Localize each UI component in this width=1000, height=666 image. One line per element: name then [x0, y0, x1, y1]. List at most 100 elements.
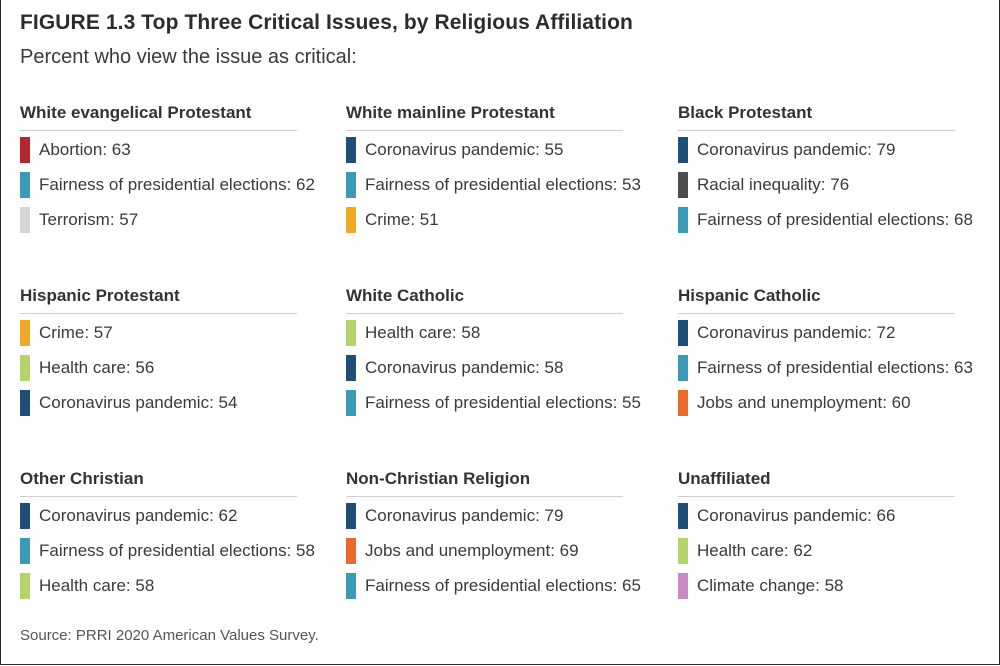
issue-label: Health care: 58: [39, 576, 155, 595]
source-note: Source: PRRI 2020 American Values Survey…: [20, 627, 319, 644]
issue-label: Racial inequality: 76: [697, 175, 850, 194]
issue-color-swatch: [346, 207, 356, 233]
issue-item: Abortion: 63: [20, 137, 131, 163]
issue-label: Coronavirus pandemic: 79: [697, 140, 896, 159]
issue-item: Coronavirus pandemic: 55: [346, 137, 563, 163]
group-divider: [20, 130, 297, 131]
issue-label: Coronavirus pandemic: 55: [365, 140, 564, 159]
issue-item: Racial inequality: 76: [678, 172, 849, 198]
issue-color-swatch: [678, 503, 688, 529]
issue-label: Coronavirus pandemic: 79: [365, 506, 564, 525]
issue-item: Jobs and unemployment: 69: [346, 538, 579, 564]
issue-color-swatch: [346, 503, 356, 529]
issue-item: Coronavirus pandemic: 72: [678, 320, 895, 346]
issue-color-swatch: [678, 390, 688, 416]
issue-color-swatch: [678, 137, 688, 163]
issue-item: Jobs and unemployment: 60: [678, 390, 911, 416]
issue-label: Abortion: 63: [39, 140, 131, 159]
issue-item: Fairness of presidential elections: 53: [346, 172, 641, 198]
issue-item: Terrorism: 57: [20, 207, 138, 233]
issue-label: Coronavirus pandemic: 66: [697, 506, 896, 525]
issue-item: Coronavirus pandemic: 79: [678, 137, 895, 163]
issue-label: Fairness of presidential elections: 63: [697, 358, 973, 377]
issue-color-swatch: [678, 573, 688, 599]
issue-item: Fairness of presidential elections: 62: [20, 172, 315, 198]
group-title: Black Protestant: [678, 103, 813, 122]
issue-label: Fairness of presidential elections: 65: [365, 576, 641, 595]
issue-item: Crime: 57: [20, 320, 113, 346]
issue-item: Crime: 51: [346, 207, 439, 233]
issue-label: Health care: 58: [365, 323, 481, 342]
issue-label: Jobs and unemployment: 69: [365, 541, 579, 560]
issue-color-swatch: [20, 172, 30, 198]
issue-group: Black Protestant Coronavirus pandemic: 79…: [678, 101, 1000, 241]
group-divider: [346, 496, 623, 497]
group-divider: [20, 496, 297, 497]
group-title: Hispanic Protestant: [20, 286, 180, 305]
group-title: White mainline Protestant: [346, 103, 555, 122]
issue-item: Coronavirus pandemic: 62: [20, 503, 237, 529]
group-title: Other Christian: [20, 469, 144, 488]
issue-color-swatch: [346, 538, 356, 564]
issue-label: Health care: 62: [697, 541, 813, 560]
figure-title: FIGURE 1.3 Top Three Critical Issues, by…: [20, 11, 633, 34]
issue-item: Health care: 58: [20, 573, 154, 599]
issue-item: Coronavirus pandemic: 54: [20, 390, 237, 416]
issue-color-swatch: [678, 538, 688, 564]
issue-label: Climate change: 58: [697, 576, 844, 595]
group-divider: [346, 313, 623, 314]
issue-label: Health care: 56: [39, 358, 155, 377]
issue-color-swatch: [346, 137, 356, 163]
issue-label: Crime: 57: [39, 323, 113, 342]
group-divider: [678, 496, 955, 497]
issue-color-swatch: [346, 390, 356, 416]
issue-item: Fairness of presidential elections: 63: [678, 355, 973, 381]
figure-subtitle: Percent who view the issue as critical:: [20, 46, 357, 68]
group-title: White Catholic: [346, 286, 465, 305]
issue-group: Unaffiliated Coronavirus pandemic: 66 Heal…: [678, 467, 1000, 607]
issue-item: Fairness of presidential elections: 68: [678, 207, 973, 233]
group-title: White evangelical Protestant: [20, 103, 252, 122]
issue-item: Coronavirus pandemic: 58: [346, 355, 563, 381]
issue-label: Coronavirus pandemic: 62: [39, 506, 238, 525]
issue-color-swatch: [678, 355, 688, 381]
issue-color-swatch: [20, 137, 30, 163]
group-title: Non-Christian Religion: [346, 469, 531, 488]
issue-group: Non-Christian Religion Coronavirus pandem…: [346, 467, 676, 607]
issue-item: Health care: 62: [678, 538, 812, 564]
issue-label: Fairness of presidential elections: 62: [39, 175, 315, 194]
group-divider: [678, 130, 955, 131]
issue-color-swatch: [20, 390, 30, 416]
group-title: Unaffiliated: [678, 469, 771, 488]
issue-color-swatch: [346, 355, 356, 381]
issue-color-swatch: [678, 207, 688, 233]
issue-label: Fairness of presidential elections: 58: [39, 541, 315, 560]
issue-label: Jobs and unemployment: 60: [697, 393, 911, 412]
issue-label: Fairness of presidential elections: 53: [365, 175, 641, 194]
issue-item: Fairness of presidential elections: 58: [20, 538, 315, 564]
issue-color-swatch: [20, 538, 30, 564]
group-divider: [678, 313, 955, 314]
issue-color-swatch: [678, 172, 688, 198]
issue-color-swatch: [346, 573, 356, 599]
issue-label: Coronavirus pandemic: 58: [365, 358, 564, 377]
issue-color-swatch: [678, 320, 688, 346]
issue-group: White evangelical Protestant Abortion: 63…: [20, 101, 350, 241]
issue-color-swatch: [20, 573, 30, 599]
issue-item: Fairness of presidential elections: 65: [346, 573, 641, 599]
group-divider: [20, 313, 297, 314]
group-title: Hispanic Catholic: [678, 286, 821, 305]
issue-label: Terrorism: 57: [39, 210, 139, 229]
issue-group: Hispanic Protestant Crime: 57 Health care:…: [20, 284, 350, 424]
issue-item: Climate change: 58: [678, 573, 843, 599]
issue-color-swatch: [20, 320, 30, 346]
issue-group: White mainline Protestant Coronavirus pan…: [346, 101, 676, 241]
issue-item: Health care: 58: [346, 320, 480, 346]
issue-label: Fairness of presidential elections: 55: [365, 393, 641, 412]
issue-item: Health care: 56: [20, 355, 154, 381]
issue-group: Hispanic Catholic Coronavirus pandemic: 7…: [678, 284, 1000, 424]
issue-label: Coronavirus pandemic: 54: [39, 393, 238, 412]
issue-label: Coronavirus pandemic: 72: [697, 323, 896, 342]
group-divider: [346, 130, 623, 131]
issue-label: Fairness of presidential elections: 68: [697, 210, 973, 229]
